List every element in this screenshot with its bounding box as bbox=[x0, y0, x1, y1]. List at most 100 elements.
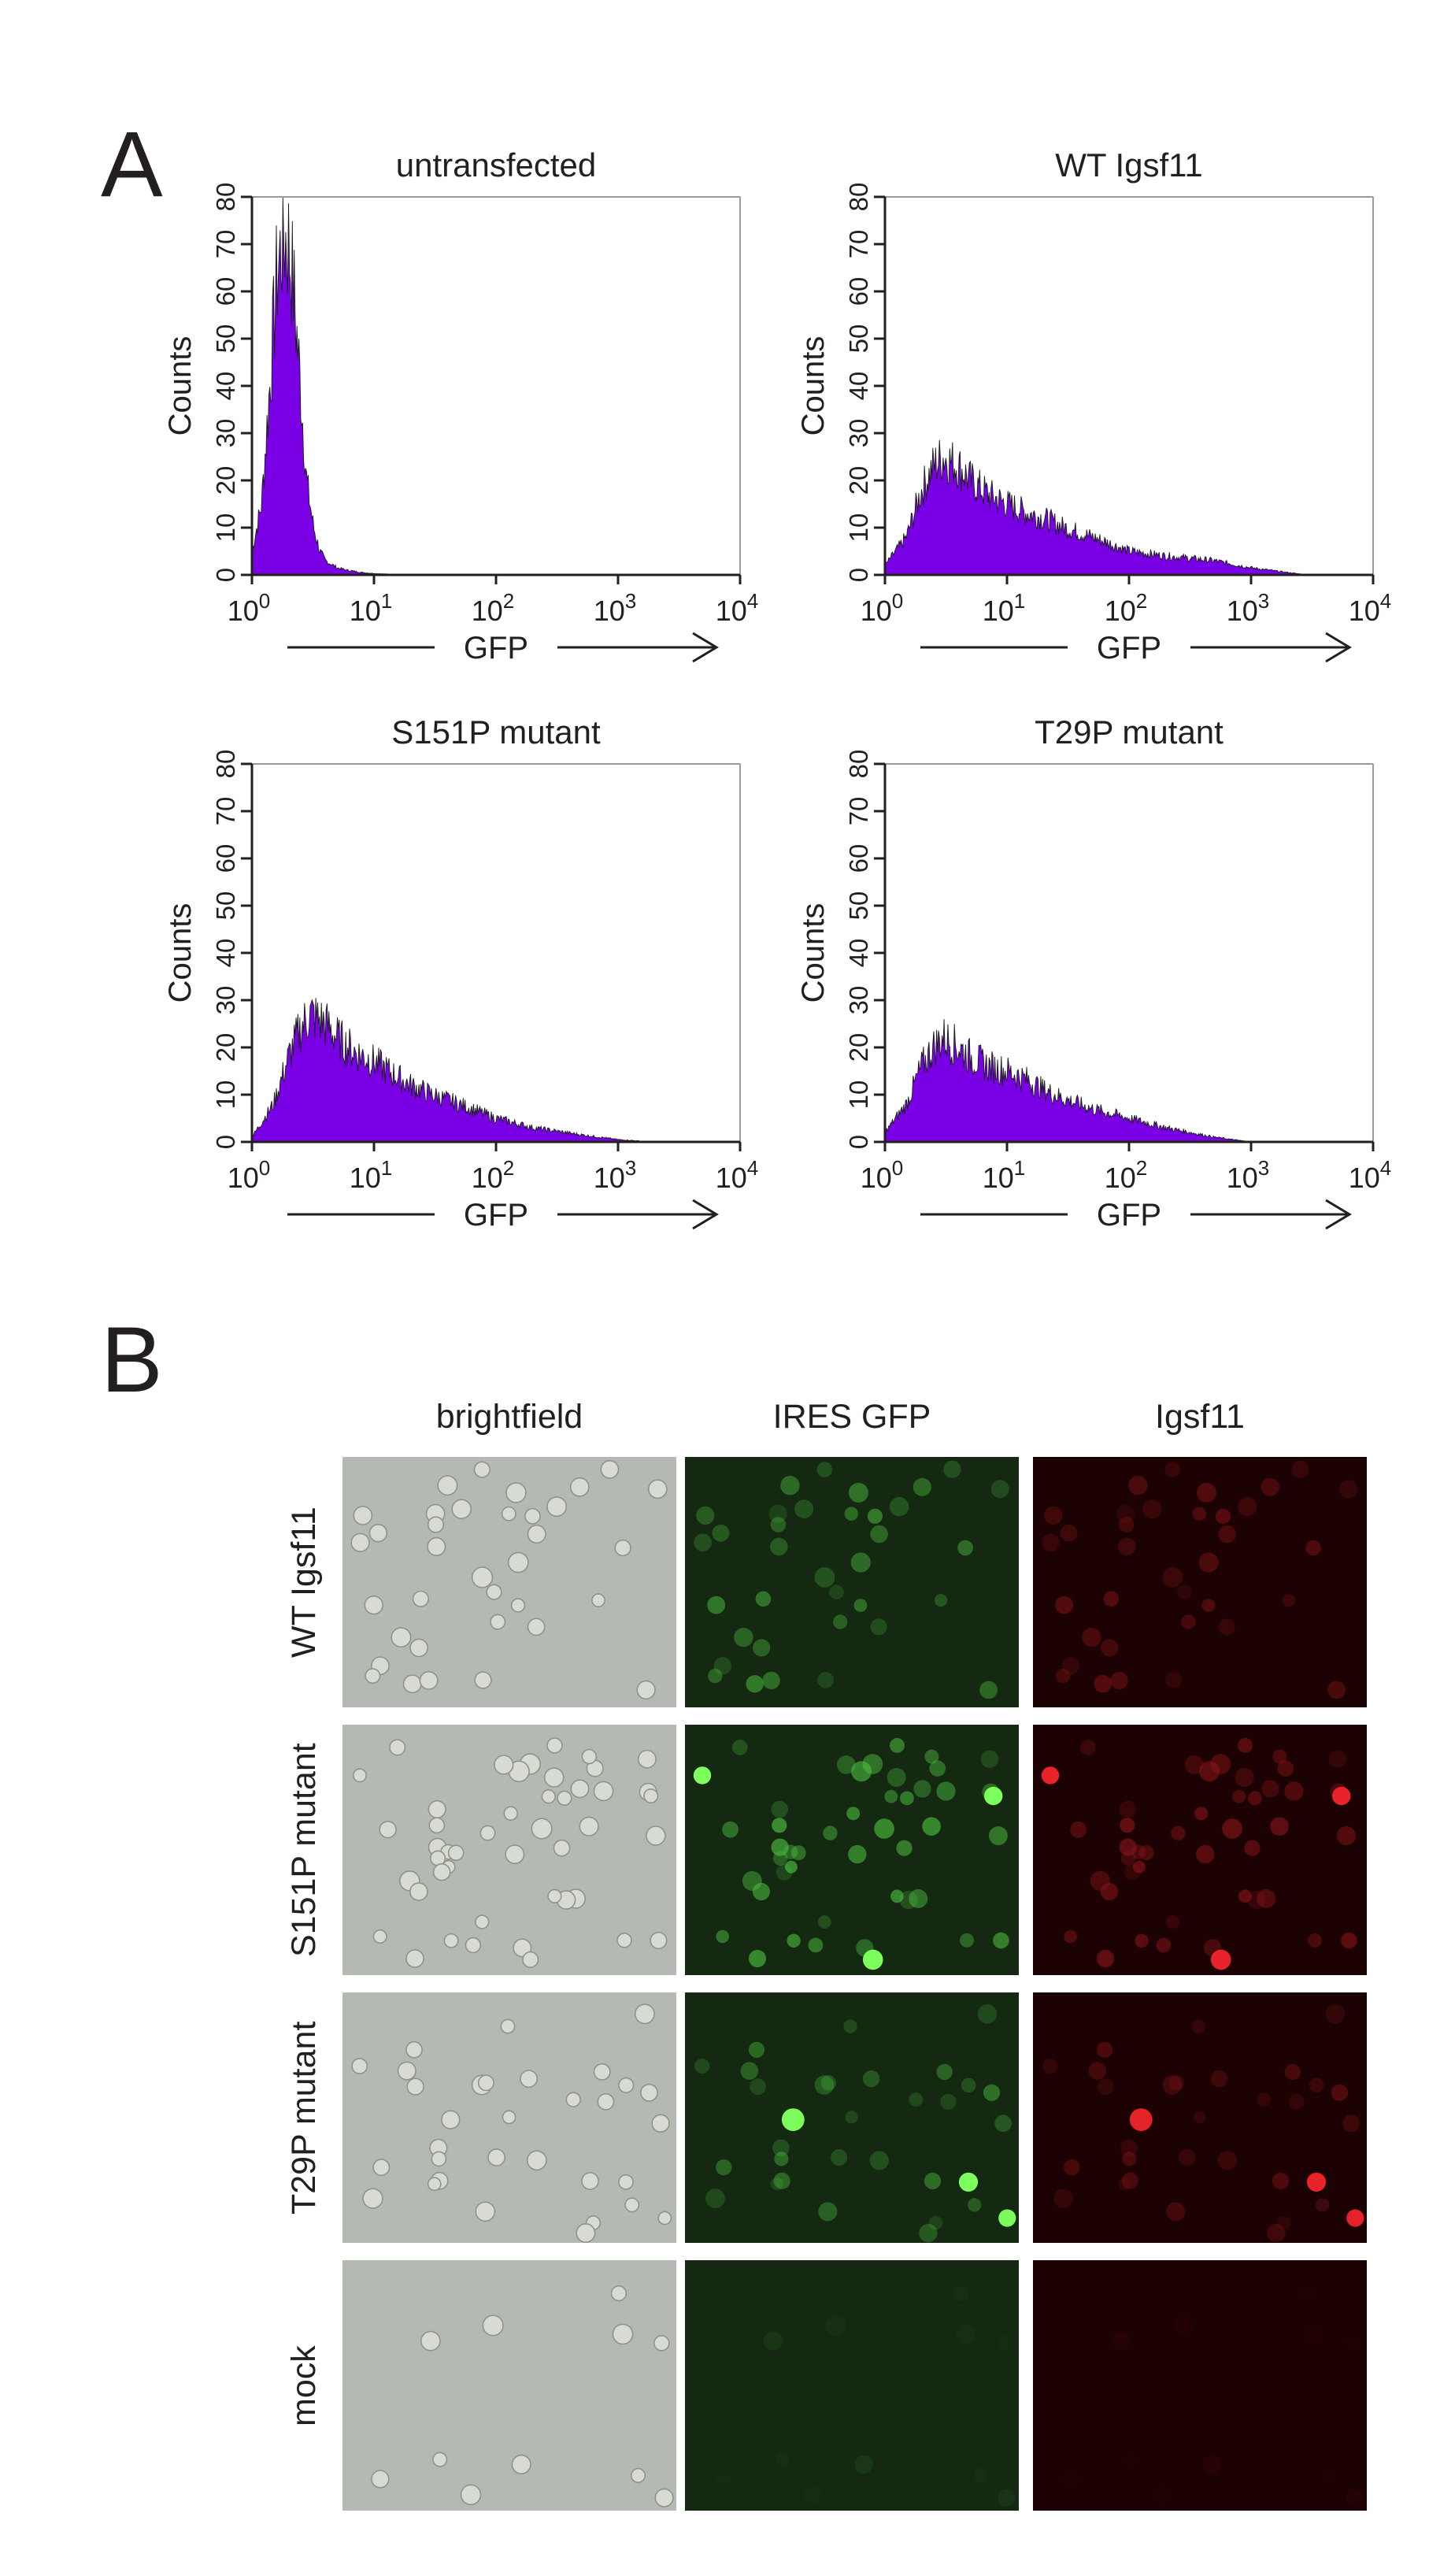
cell-blob bbox=[1218, 1618, 1235, 1636]
cell-blob bbox=[405, 1949, 424, 1968]
cell-blob bbox=[1198, 1552, 1219, 1573]
cell-blob bbox=[1152, 2485, 1172, 2504]
cell-blob bbox=[520, 2070, 539, 2089]
cell-blob bbox=[924, 1749, 939, 1764]
cell-blob bbox=[479, 1825, 496, 1841]
cell-blob bbox=[1261, 1477, 1279, 1496]
row-header: WT Igsf11 bbox=[285, 1507, 323, 1658]
micrograph-tile bbox=[342, 1457, 676, 1707]
cell-blob bbox=[818, 2202, 838, 2222]
cell-blob bbox=[752, 1882, 770, 1901]
cell-blob bbox=[1120, 2139, 1138, 2157]
cell-blob bbox=[953, 2285, 969, 2301]
cell-blob bbox=[1210, 1949, 1231, 1970]
y-tick-label: 40 bbox=[211, 939, 240, 968]
micrograph-cells bbox=[763, 2285, 1016, 2507]
cell-blob bbox=[581, 1748, 598, 1765]
cell-blob bbox=[983, 2084, 1001, 2101]
cell-blob bbox=[817, 1672, 834, 1688]
cell-blob bbox=[500, 2018, 516, 2034]
x-tick-exponent: 0 bbox=[259, 1156, 270, 1180]
micrograph-cells bbox=[351, 2003, 672, 2243]
cell-blob bbox=[846, 1807, 861, 1821]
cell-blob bbox=[1166, 2202, 1186, 2222]
micrograph-tile bbox=[685, 1725, 1019, 1975]
cell-blob bbox=[694, 1533, 712, 1552]
x-tick-label: 104 bbox=[716, 1156, 759, 1194]
x-tick-exponent: 2 bbox=[503, 1156, 514, 1180]
cell-blob bbox=[1247, 1890, 1266, 1910]
cell-blob bbox=[522, 1951, 539, 1969]
cell-blob bbox=[870, 1525, 888, 1544]
cell-blob bbox=[1210, 2070, 1228, 2088]
cell-blob bbox=[940, 2093, 957, 2110]
cell-blob bbox=[1042, 2058, 1058, 2074]
cell-blob bbox=[993, 1932, 1009, 1949]
cell-blob bbox=[1111, 2331, 1131, 2351]
cell-blob bbox=[409, 1882, 428, 1901]
cell-blob bbox=[477, 2074, 494, 2092]
cell-blob bbox=[474, 1671, 492, 1689]
cell-blob bbox=[391, 1627, 412, 1648]
y-tick-label: 80 bbox=[844, 183, 873, 212]
cell-blob bbox=[1122, 2152, 1137, 2166]
cell-blob bbox=[1121, 2172, 1138, 2189]
cell-blob bbox=[593, 2063, 611, 2081]
cell-blob bbox=[1194, 1807, 1209, 1821]
cell-blob bbox=[862, 2070, 880, 2088]
cell-blob bbox=[1162, 2075, 1183, 2095]
cell-blob bbox=[427, 1516, 445, 1533]
micrograph-cells bbox=[371, 2285, 674, 2507]
y-tick-label: 30 bbox=[844, 986, 873, 1015]
cell-blob bbox=[591, 1593, 605, 1608]
cell-blob bbox=[405, 2040, 423, 2059]
cell-blob bbox=[1336, 1826, 1356, 1845]
cell-blob bbox=[1131, 1844, 1146, 1859]
cell-blob bbox=[746, 1675, 764, 1693]
cell-blob bbox=[804, 2485, 824, 2504]
cell-blob bbox=[1276, 2215, 1291, 2230]
y-tick-label: 80 bbox=[844, 750, 873, 779]
cell-blob bbox=[657, 2211, 672, 2226]
cell-blob bbox=[890, 1889, 904, 1903]
cell-blob bbox=[447, 1844, 465, 1861]
cell-blob bbox=[389, 1739, 406, 1756]
cell-blob bbox=[716, 2159, 732, 2176]
cell-blob bbox=[1248, 1791, 1262, 1806]
cell-blob bbox=[1277, 1760, 1294, 1777]
cell-blob bbox=[934, 1594, 948, 1607]
cell-blob bbox=[862, 1949, 883, 1970]
cell-blob bbox=[526, 2150, 547, 2171]
cell-blob bbox=[1179, 2148, 1196, 2166]
y-tick-label: 60 bbox=[211, 844, 240, 873]
cell-blob bbox=[1041, 1766, 1060, 1785]
cell-blob bbox=[502, 2110, 516, 2125]
cell-blob bbox=[490, 1614, 506, 1630]
cell-blob bbox=[693, 1766, 712, 1785]
cell-blob bbox=[1237, 1496, 1257, 1517]
cell-blob bbox=[694, 2058, 710, 2074]
cell-blob bbox=[1119, 1838, 1137, 1856]
cell-blob bbox=[867, 1508, 883, 1524]
cell-blob bbox=[1306, 2172, 1327, 2192]
cell-blob bbox=[808, 1937, 824, 1953]
cell-blob bbox=[772, 1818, 787, 1833]
histogram-outline bbox=[884, 439, 1373, 576]
x-tick-label: 101 bbox=[350, 589, 393, 627]
y-tick-label: 10 bbox=[844, 513, 873, 543]
y-axis-label: Counts bbox=[796, 336, 831, 436]
x-tick-label: 102 bbox=[1105, 589, 1148, 627]
micrograph-tile bbox=[1033, 1992, 1367, 2243]
histogram-area bbox=[885, 1019, 1373, 1142]
cell-blob bbox=[790, 1845, 806, 1861]
cell-blob bbox=[998, 2489, 1016, 2507]
cell-blob bbox=[781, 2108, 805, 2131]
x-tick-exponent: 0 bbox=[259, 589, 270, 613]
cell-blob bbox=[1118, 2178, 1131, 2191]
cell-blob bbox=[1118, 1517, 1135, 1533]
cell-blob bbox=[936, 2063, 953, 2081]
arrow-head-icon bbox=[692, 632, 719, 663]
cell-blob bbox=[1244, 1840, 1261, 1856]
